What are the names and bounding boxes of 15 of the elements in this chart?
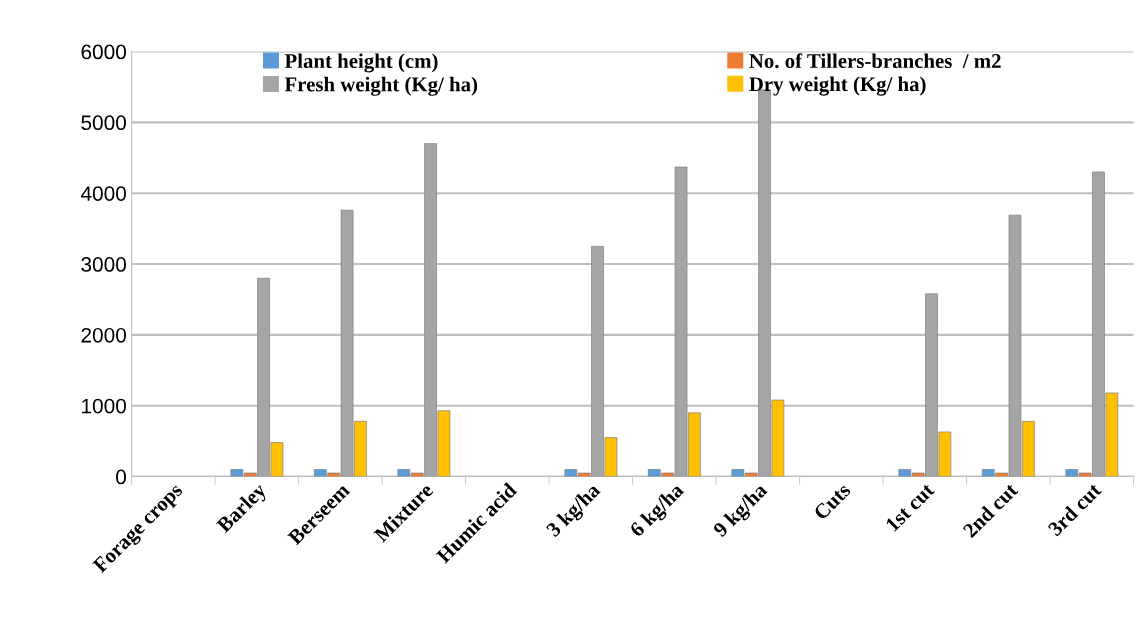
y-tick-label: 5000 (81, 115, 126, 131)
y-tick-label: 2000 (81, 327, 126, 343)
y-tick-label: 3000 (81, 257, 126, 272)
legend-label: Dry weight (Kg/ ha) (749, 76, 926, 96)
y-tick-label: 1000 (82, 398, 126, 414)
y-tick-label: 4000 (80, 186, 126, 201)
legend-label: Plant height (cm) (284, 53, 438, 73)
x-tick-label: Cuts (813, 482, 852, 521)
x-tick-label: 2nd cut (961, 481, 1019, 539)
legend-label: No. of Tillers-branches / m2 (749, 53, 1001, 69)
y-tick-label: 6000 (81, 44, 126, 60)
x-tick-label: 3rd cut (1046, 481, 1103, 537)
x-tick-label: 1st cut (885, 481, 936, 532)
y-tick-label: 0 (116, 469, 126, 485)
legend-label: Fresh weight (Kg/ ha) (284, 76, 478, 96)
